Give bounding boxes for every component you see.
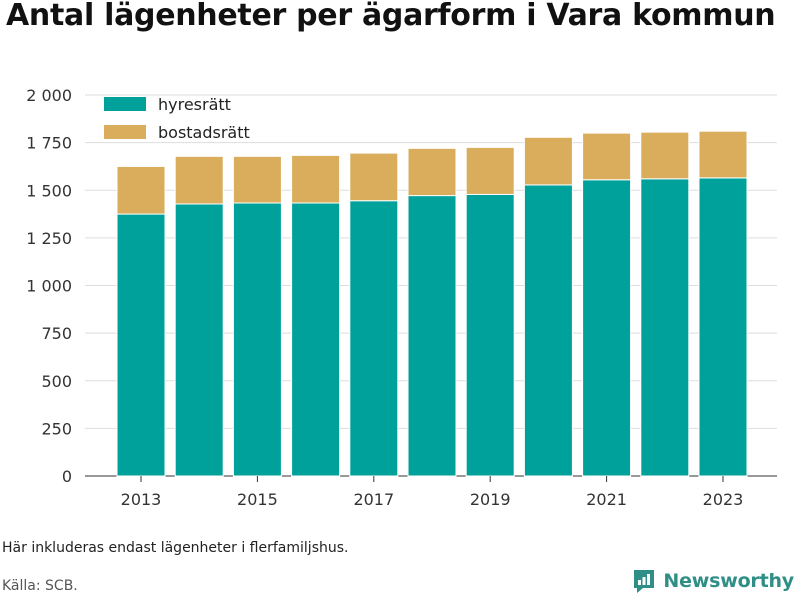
bar-bostadsratt-2022 (640, 131, 690, 180)
y-tick-label: 500 (41, 372, 72, 391)
x-axis: 2013 2015 2017 2019 2021 2023 (121, 476, 744, 509)
bar-bostadsratt-2018 (407, 147, 457, 197)
stacked-bar-chart: 0 250 500 750 1 000 1 250 1 500 1 750 2 000 2013… (26, 86, 777, 509)
y-tick-label: 750 (41, 324, 72, 343)
y-tick-label: 1 750 (26, 134, 72, 153)
bar-hyresratt-2013 (116, 213, 166, 477)
legend-swatch-hyresratt (104, 97, 146, 111)
y-tick-label: 0 (62, 467, 72, 486)
brand-name: Newsworthy (663, 570, 794, 592)
y-axis: 0 250 500 750 1 000 1 250 1 500 1 750 2 000 (26, 86, 72, 486)
bar-hyresratt-2020 (523, 184, 573, 477)
bar-bostadsratt-2017 (349, 152, 399, 202)
bar-hyresratt-2015 (232, 202, 282, 477)
bar-bostadsratt-2013 (116, 165, 166, 215)
bar-hyresratt-2022 (640, 178, 690, 477)
legend-label-bostadsratt: bostadsrätt (158, 123, 250, 142)
y-tick-label: 1 500 (26, 181, 72, 200)
bar-hyresratt-2017 (349, 200, 399, 477)
bar-bostadsratt-2021 (582, 132, 632, 181)
y-tick-label: 250 (41, 419, 72, 438)
legend-swatch-bostadsratt (104, 125, 146, 139)
bar-hyresratt-2019 (465, 193, 515, 477)
bar-hyresratt-2021 (582, 179, 632, 477)
bar-hyresratt-2018 (407, 195, 457, 477)
x-tick-label: 2017 (353, 490, 394, 509)
bar-bostadsratt-2023 (698, 130, 748, 179)
chart-title: Antal lägenheter per ägarform i Vara kom… (6, 0, 776, 33)
newsworthy-logo-icon (634, 570, 655, 593)
x-tick-label: 2021 (586, 490, 627, 509)
source-text: Källa: SCB. (2, 578, 78, 594)
x-tick-label: 2013 (121, 490, 162, 509)
y-tick-label: 1 000 (26, 277, 72, 296)
bar-bostadsratt-2014 (174, 155, 224, 205)
bar-bostadsratt-2015 (232, 155, 282, 204)
bar-bostadsratt-2016 (291, 154, 341, 204)
bars (116, 130, 748, 477)
newsworthy-logo: Newsworthy (631, 568, 794, 594)
legend-label-hyresratt: hyresrätt (158, 95, 231, 114)
x-tick-label: 2015 (237, 490, 278, 509)
bar-hyresratt-2014 (174, 203, 224, 477)
bar-hyresratt-2016 (291, 202, 341, 477)
bar-hyresratt-2023 (698, 177, 748, 477)
legend: hyresrätt bostadsrätt (104, 95, 250, 142)
x-tick-label: 2023 (703, 490, 744, 509)
bar-bostadsratt-2020 (523, 136, 573, 186)
x-tick-label: 2019 (470, 490, 511, 509)
y-tick-label: 2 000 (26, 86, 72, 105)
bar-bostadsratt-2019 (465, 146, 515, 195)
y-tick-label: 1 250 (26, 229, 72, 248)
chart-note: Här inkluderas endast lägenheter i flerf… (2, 540, 349, 556)
